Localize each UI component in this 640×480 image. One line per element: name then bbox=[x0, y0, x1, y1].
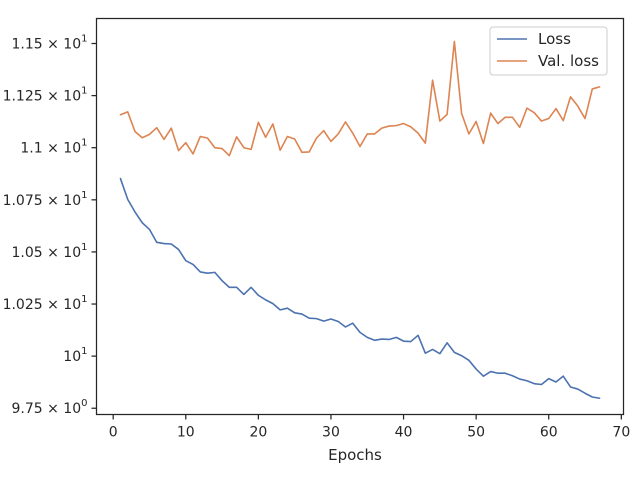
y-tick-label: 1.125 × 101 bbox=[3, 86, 88, 105]
x-tick-label: 20 bbox=[249, 425, 267, 441]
y-tick-label: 1.05 × 101 bbox=[11, 242, 87, 261]
y-tick-label: 1.1 × 101 bbox=[20, 138, 87, 157]
x-tick-label: 40 bbox=[395, 425, 413, 441]
x-tick-label: 10 bbox=[177, 425, 195, 441]
y-tick-label: 1.025 × 101 bbox=[3, 294, 88, 313]
y-tick-label: 1.15 × 101 bbox=[11, 34, 87, 53]
x-axis-label: Epochs bbox=[328, 446, 382, 464]
y-tick-label: 101 bbox=[63, 346, 87, 365]
x-axis: 0 10 20 30 40 50 60 70 bbox=[109, 414, 630, 441]
plot-lines bbox=[119, 40, 601, 400]
x-tick-label: 70 bbox=[612, 425, 630, 441]
x-tick-label: 0 bbox=[109, 425, 118, 441]
legend-label: Loss bbox=[538, 30, 571, 48]
y-tick-label: 1.075 × 101 bbox=[3, 190, 88, 209]
legend: Loss Val. loss bbox=[489, 26, 608, 76]
x-tick-label: 50 bbox=[467, 425, 485, 441]
series-line-0 bbox=[119, 177, 601, 400]
y-axis: 9.75 × 100 101 1.025 × 101 1.05 × 101 1.075 … bbox=[3, 34, 97, 417]
y-tick-label: 9.75 × 100 bbox=[11, 398, 87, 417]
x-tick-label: 30 bbox=[322, 425, 340, 441]
series-line-1 bbox=[119, 40, 601, 157]
legend-label: Val. loss bbox=[538, 52, 599, 70]
plot-frame bbox=[95, 17, 625, 416]
x-tick-label: 60 bbox=[540, 425, 558, 441]
